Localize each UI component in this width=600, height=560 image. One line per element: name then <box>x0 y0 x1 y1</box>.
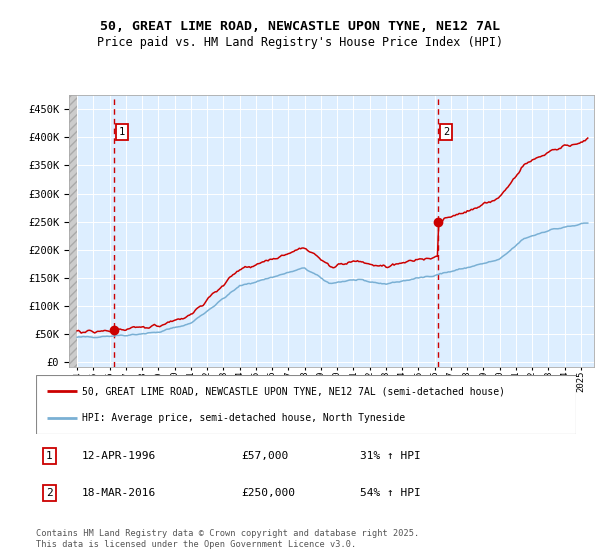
Bar <box>69 95 77 367</box>
Text: 18-MAR-2016: 18-MAR-2016 <box>82 488 156 498</box>
Text: Price paid vs. HM Land Registry's House Price Index (HPI): Price paid vs. HM Land Registry's House … <box>97 36 503 49</box>
Text: 50, GREAT LIME ROAD, NEWCASTLE UPON TYNE, NE12 7AL: 50, GREAT LIME ROAD, NEWCASTLE UPON TYNE… <box>100 20 500 32</box>
Text: 12-APR-1996: 12-APR-1996 <box>82 451 156 461</box>
Text: 1: 1 <box>46 451 53 461</box>
Text: Contains HM Land Registry data © Crown copyright and database right 2025.
This d: Contains HM Land Registry data © Crown c… <box>36 529 419 549</box>
Text: 31% ↑ HPI: 31% ↑ HPI <box>360 451 421 461</box>
FancyBboxPatch shape <box>36 375 576 434</box>
Text: 54% ↑ HPI: 54% ↑ HPI <box>360 488 421 498</box>
Text: HPI: Average price, semi-detached house, North Tyneside: HPI: Average price, semi-detached house,… <box>82 413 405 423</box>
Text: 1: 1 <box>119 127 125 137</box>
Text: 2: 2 <box>443 127 449 137</box>
Text: 2: 2 <box>46 488 53 498</box>
Text: £250,000: £250,000 <box>241 488 295 498</box>
Text: £57,000: £57,000 <box>241 451 289 461</box>
Text: 50, GREAT LIME ROAD, NEWCASTLE UPON TYNE, NE12 7AL (semi-detached house): 50, GREAT LIME ROAD, NEWCASTLE UPON TYNE… <box>82 386 505 396</box>
